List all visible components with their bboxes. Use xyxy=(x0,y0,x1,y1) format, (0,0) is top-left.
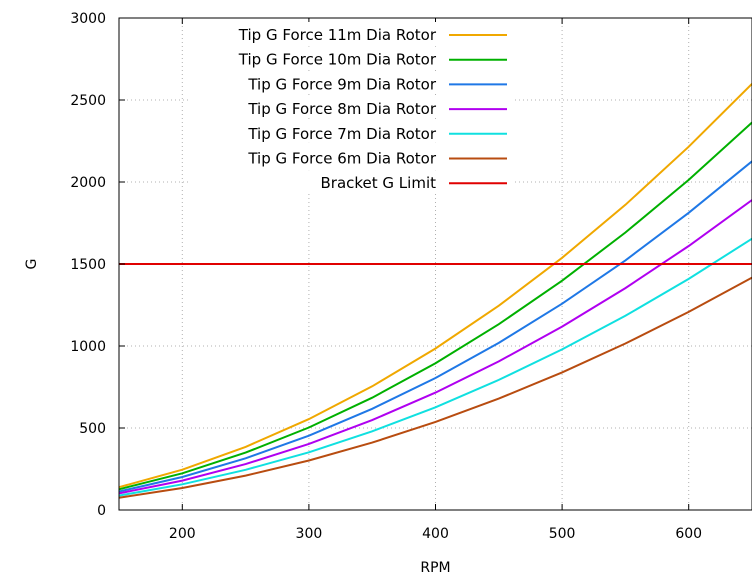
legend-label: Tip G Force 11m Dia Rotor xyxy=(238,26,437,44)
x-tick-label: 500 xyxy=(549,526,576,542)
legend-background xyxy=(190,71,512,94)
legend-background xyxy=(190,170,512,193)
legend-background xyxy=(190,22,512,44)
series-line-2 xyxy=(118,121,752,491)
legend-background xyxy=(190,145,512,168)
y-tick-label: 1500 xyxy=(70,257,106,273)
y-tick-label: 2500 xyxy=(70,93,106,109)
axis-ticks: 200 300 400 500 600 0 500 1000 1500 2000 2500 3000 xyxy=(70,11,702,542)
series-line-6 xyxy=(118,276,752,499)
y-axis-label: G xyxy=(24,259,40,270)
x-tick-label: 300 xyxy=(296,526,323,542)
legend-label: Tip G Force 8m Dia Rotor xyxy=(247,100,436,118)
series-line-5 xyxy=(118,237,752,497)
legend: Tip G Force 11m Dia Rotor Tip G Force 10m… xyxy=(190,22,512,193)
series-line-4 xyxy=(118,199,752,495)
series-line-3 xyxy=(118,160,752,493)
legend-label: Tip G Force 10m Dia Rotor xyxy=(238,51,437,69)
legend-background xyxy=(190,96,512,119)
series-line-1 xyxy=(118,83,752,489)
y-tick-label: 2000 xyxy=(70,175,106,191)
legend-label: Tip G Force 7m Dia Rotor xyxy=(247,125,436,143)
y-tick-label: 0 xyxy=(97,503,106,519)
legend-label: Tip G Force 9m Dia Rotor xyxy=(247,75,436,93)
x-tick-label: 400 xyxy=(422,526,449,542)
legend-label: Bracket G Limit xyxy=(320,174,436,192)
series-lines xyxy=(118,83,752,499)
legend-background xyxy=(190,46,512,69)
legend-background xyxy=(190,120,512,143)
x-axis-label: RPM xyxy=(420,560,450,576)
y-tick-label: 500 xyxy=(79,421,106,437)
x-tick-label: 600 xyxy=(675,526,702,542)
y-tick-label: 1000 xyxy=(70,339,106,355)
x-tick-label: 200 xyxy=(169,526,196,542)
legend-label: Tip G Force 6m Dia Rotor xyxy=(247,150,436,168)
y-tick-label: 3000 xyxy=(70,11,106,27)
